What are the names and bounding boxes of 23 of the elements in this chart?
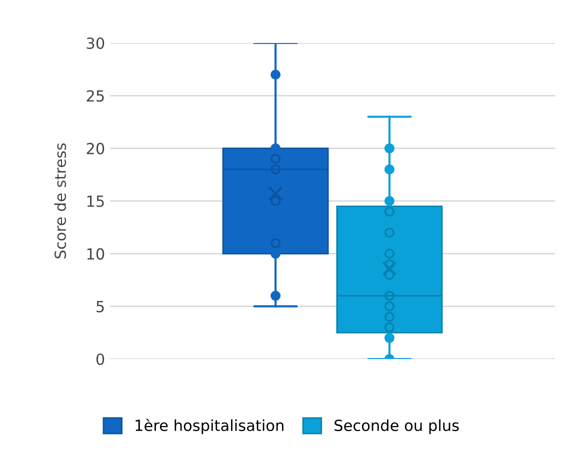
point <box>384 301 394 312</box>
point <box>384 164 394 174</box>
point <box>384 290 394 301</box>
legend-label: 1ère hospitalisation <box>136 418 284 434</box>
point <box>384 228 394 238</box>
legend-label: Seconde ou plus <box>334 419 459 434</box>
point <box>384 270 394 280</box>
point <box>384 332 394 343</box>
point <box>384 143 394 154</box>
y-tick-label: 5 <box>96 301 104 312</box>
point <box>384 259 394 270</box>
point <box>384 248 394 259</box>
point <box>384 322 394 332</box>
y-axis-title: Score de stress <box>54 143 66 258</box>
y-tick-label: 15 <box>87 196 104 208</box>
point <box>384 312 394 322</box>
y-tick-label: 10 <box>87 248 104 260</box>
point <box>384 196 394 206</box>
point <box>384 206 394 217</box>
y-tick-label: 20 <box>86 142 104 154</box>
y-tick-label: 30 <box>86 37 104 50</box>
y-tick-label: 25 <box>86 90 104 102</box>
y-tick-label: 0 <box>96 353 104 366</box>
